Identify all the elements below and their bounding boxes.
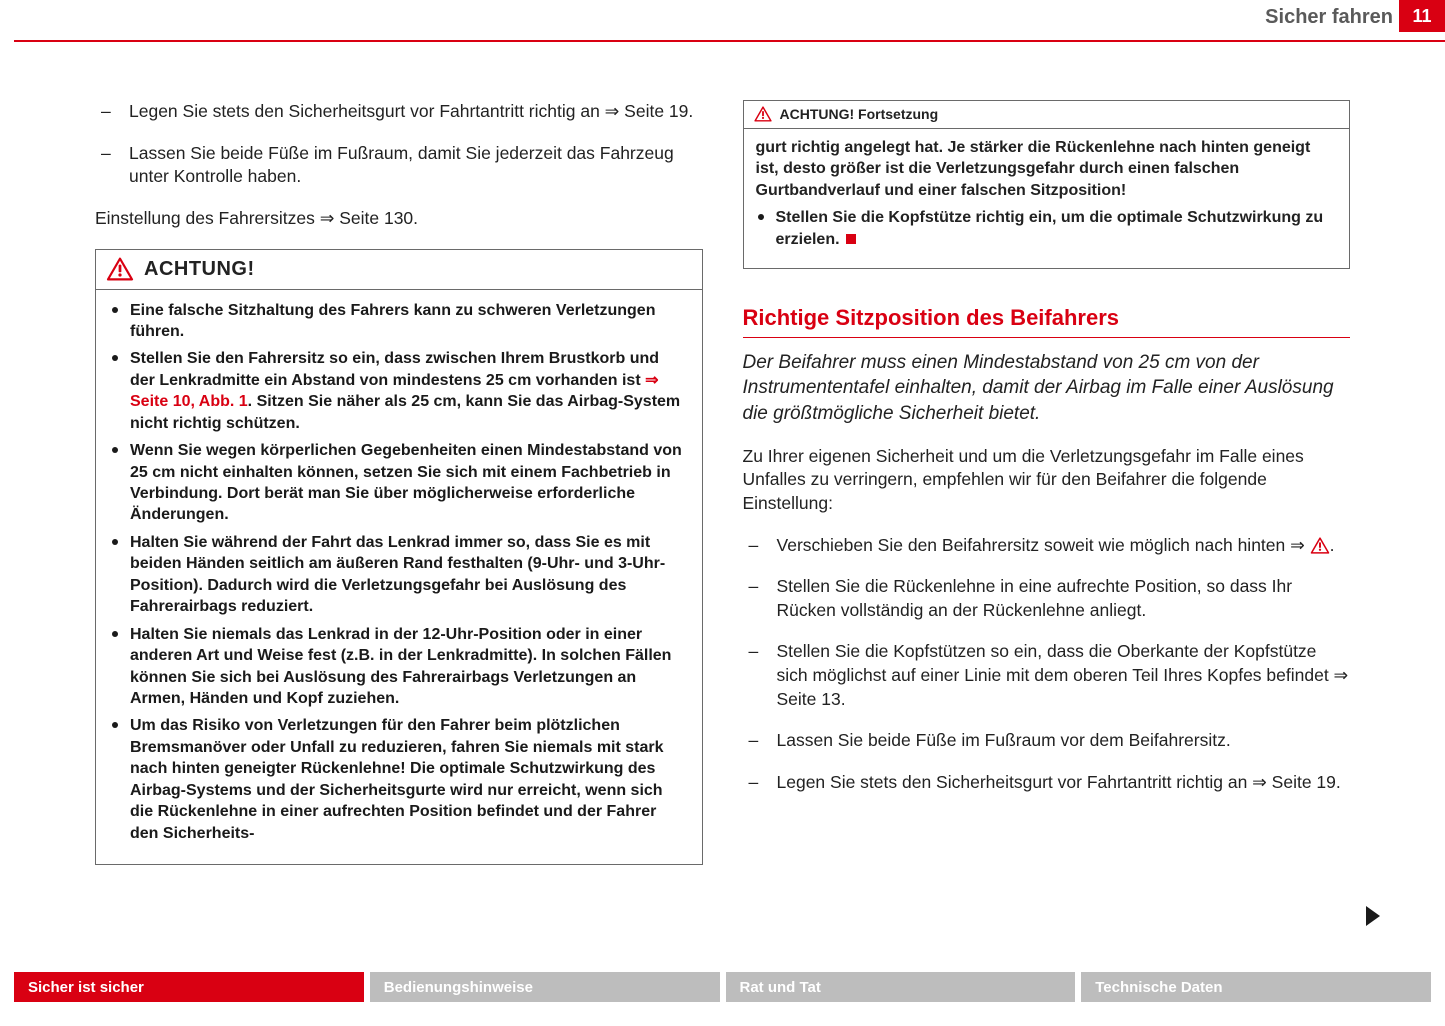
list-item: Legen Sie stets den Sicherheitsgurt vor …	[743, 771, 1351, 795]
list-item: Wenn Sie wegen körperlichen Gegebenheite…	[110, 440, 688, 526]
warning-header: ACHTUNG!	[96, 250, 702, 290]
header-rule	[14, 40, 1445, 42]
cont-paragraph: gurt richtig angelegt hat. Je stärker di…	[756, 137, 1338, 201]
section-heading: Richtige Sitzposition des Beifahrers	[743, 303, 1351, 338]
right-column: ACHTUNG! Fortsetzung gurt richtig angele…	[743, 100, 1351, 926]
warning-continued-title: ACHTUNG! Fortsetzung	[780, 105, 939, 124]
warning-body: Eine falsche Sitzhaltung des Fahrers kan…	[96, 290, 702, 865]
warn-text: Stellen Sie den Fahrersitz so ein, dass …	[130, 350, 659, 388]
warning-continued-box: ACHTUNG! Fortsetzung gurt richtig angele…	[743, 100, 1351, 269]
list-item: Verschieben Sie den Beifahrersitz soweit…	[743, 534, 1351, 558]
list-item: Stellen Sie die Rückenlehne in eine aufr…	[743, 575, 1351, 622]
seat-setting-ref: Einstellung des Fahrersitzes ⇒ Seite 130…	[95, 207, 703, 231]
content-area: Legen Sie stets den Sicherheitsgurt vor …	[95, 100, 1350, 926]
list-item: Halten Sie niemals das Lenkrad in der 12…	[110, 624, 688, 710]
warning-icon	[754, 106, 772, 122]
warning-icon	[106, 257, 134, 281]
header-title: Sicher fahren	[1265, 6, 1393, 29]
continue-caret-icon	[1366, 906, 1380, 926]
tab-sicher-ist-sicher[interactable]: Sicher ist sicher	[14, 972, 364, 1002]
tab-bedienungshinweise[interactable]: Bedienungshinweise	[370, 972, 720, 1002]
left-column: Legen Sie stets den Sicherheitsgurt vor …	[95, 100, 703, 926]
list-item: Lassen Sie beide Füße im Fußraum, damit …	[95, 142, 703, 189]
cont-bullet-text: Stellen Sie die Kopfstütze richtig ein, …	[776, 209, 1324, 247]
page-header: Sicher fahren 11	[0, 0, 1445, 40]
end-marker-icon	[846, 234, 856, 244]
list-item: Um das Risiko von Verletzungen für den F…	[110, 715, 688, 844]
warning-continued-header: ACHTUNG! Fortsetzung	[744, 101, 1350, 129]
footer-tabs: Sicher ist sicher Bedienungshinweise Rat…	[14, 972, 1431, 1002]
driver-instruction-list: Legen Sie stets den Sicherheitsgurt vor …	[95, 100, 703, 189]
warning-title: ACHTUNG!	[144, 256, 255, 283]
section-lead: Der Beifahrer muss einen Mindestabstand …	[743, 350, 1351, 427]
warning-continued-body: gurt richtig angelegt hat. Je stärker di…	[744, 129, 1350, 268]
list-item: Stellen Sie die Kopfstützen so ein, dass…	[743, 640, 1351, 711]
list-item-text: Verschieben Sie den Beifahrersitz soweit…	[777, 535, 1310, 555]
warning-box: ACHTUNG! Eine falsche Sitzhaltung des Fa…	[95, 249, 703, 866]
passenger-instruction-list: Verschieben Sie den Beifahrersitz soweit…	[743, 534, 1351, 795]
section-intro: Zu Ihrer eigenen Sicherheit und um die V…	[743, 445, 1351, 516]
tab-rat-und-tat[interactable]: Rat und Tat	[726, 972, 1076, 1002]
list-item: Stellen Sie die Kopfstütze richtig ein, …	[756, 207, 1338, 250]
list-item: Stellen Sie den Fahrersitz so ein, dass …	[110, 348, 688, 434]
warning-icon	[1310, 537, 1330, 554]
list-item: Halten Sie während der Fahrt das Lenkrad…	[110, 532, 688, 618]
tab-technische-daten[interactable]: Technische Daten	[1081, 972, 1431, 1002]
page-number: 11	[1399, 0, 1445, 32]
list-item: Legen Sie stets den Sicherheitsgurt vor …	[95, 100, 703, 124]
list-item: Eine falsche Sitzhaltung des Fahrers kan…	[110, 300, 688, 343]
list-item: Lassen Sie beide Füße im Fußraum vor dem…	[743, 729, 1351, 753]
